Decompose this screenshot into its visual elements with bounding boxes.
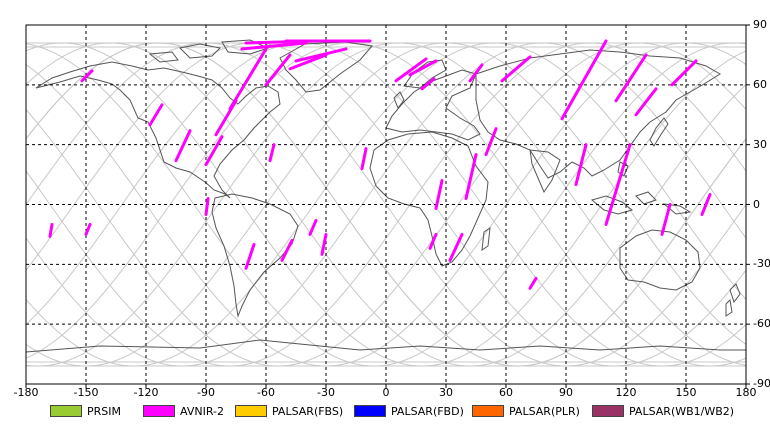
x-tick-label: 0 bbox=[382, 386, 390, 399]
observation-segment bbox=[500, 55, 532, 83]
sensor-legend: PRSIM AVNIR-2 PALSAR(FBS) PALSAR(FBD) PALSAR… bbox=[0, 401, 770, 421]
x-tick-label: -60 bbox=[257, 386, 275, 399]
observation-segment bbox=[614, 53, 648, 103]
x-tick-label: 180 bbox=[735, 386, 757, 399]
legend-swatch bbox=[592, 405, 624, 417]
world-map bbox=[25, 24, 750, 388]
y-tick-label: 0 bbox=[753, 197, 760, 211]
observation-segment bbox=[268, 143, 276, 163]
observation-segment bbox=[204, 197, 210, 216]
observation-segment bbox=[700, 193, 712, 216]
observation-segment bbox=[560, 39, 608, 121]
observation-segment bbox=[428, 232, 438, 250]
x-tick-label: -120 bbox=[133, 386, 159, 399]
avnir2-observation-segments bbox=[48, 39, 712, 290]
observation-segment bbox=[80, 69, 94, 83]
observation-segment bbox=[240, 41, 308, 51]
legend-label: AVNIR-2 bbox=[180, 404, 224, 418]
observation-segment bbox=[448, 232, 464, 262]
legend-swatch bbox=[50, 405, 82, 417]
legend-swatch bbox=[472, 405, 504, 417]
x-tick-label: -180 bbox=[13, 386, 39, 399]
observation-segment bbox=[434, 179, 444, 210]
observation-segment bbox=[394, 57, 428, 83]
observation-segment bbox=[280, 238, 294, 262]
observation-segment bbox=[670, 59, 698, 87]
y-tick-label: 90 bbox=[753, 18, 767, 31]
x-tick-label: -150 bbox=[73, 386, 99, 399]
x-tick-label: 150 bbox=[675, 386, 697, 399]
observation-segment bbox=[528, 276, 538, 290]
x-tick-label: -30 bbox=[317, 386, 335, 399]
observation-segment bbox=[320, 232, 328, 256]
legend-item: PALSAR(FBD) bbox=[354, 404, 464, 418]
observation-segment bbox=[420, 77, 436, 91]
observation-segment bbox=[574, 143, 588, 187]
legend-item: PRSIM bbox=[50, 404, 121, 418]
observation-segment bbox=[48, 222, 54, 238]
x-tick-label: 90 bbox=[559, 386, 573, 399]
y-tick-label: -60 bbox=[753, 317, 770, 331]
x-tick-label: -90 bbox=[197, 386, 215, 399]
legend-item: AVNIR-2 bbox=[143, 404, 224, 418]
legend-swatch bbox=[235, 405, 267, 417]
observation-segment bbox=[660, 203, 672, 236]
legend-label: PALSAR(FBD) bbox=[391, 404, 464, 418]
observation-segment bbox=[634, 87, 658, 117]
observation-segment bbox=[148, 103, 164, 127]
y-tick-label: -90 bbox=[753, 377, 770, 390]
legend-label: PRSIM bbox=[87, 404, 121, 418]
x-tick-label: 60 bbox=[499, 386, 513, 399]
legend-swatch bbox=[354, 405, 386, 417]
observation-segment bbox=[464, 153, 478, 201]
legend-item: PALSAR(WB1/WB2) bbox=[592, 404, 734, 418]
observation-segment bbox=[288, 53, 328, 71]
legend-item: PALSAR(PLR) bbox=[472, 404, 580, 418]
legend-swatch bbox=[143, 405, 175, 417]
observation-segment bbox=[484, 127, 498, 157]
legend-label: PALSAR(FBS) bbox=[272, 404, 344, 418]
legend-label: PALSAR(WB1/WB2) bbox=[629, 404, 735, 418]
y-tick-label: -30 bbox=[753, 257, 770, 271]
observation-segment bbox=[84, 222, 92, 236]
observation-segment bbox=[360, 147, 368, 171]
observation-segment bbox=[174, 129, 192, 163]
observation-segment bbox=[408, 59, 438, 77]
observation-segment bbox=[468, 63, 484, 83]
y-tick-label: 60 bbox=[753, 77, 767, 91]
observation-segment bbox=[204, 135, 224, 167]
legend-label: PALSAR(PLR) bbox=[509, 404, 580, 418]
y-tick-label: 30 bbox=[753, 137, 767, 151]
observation-segment bbox=[308, 218, 318, 236]
observation-segment bbox=[264, 53, 292, 87]
observation-segment bbox=[228, 47, 268, 111]
tick-marks bbox=[25, 24, 750, 388]
observation-segment bbox=[244, 242, 256, 270]
observation-segment bbox=[294, 47, 348, 63]
x-tick-label: 120 bbox=[615, 386, 637, 399]
x-tick-label: 30 bbox=[439, 386, 453, 399]
observation-segment bbox=[214, 99, 238, 137]
observation-segment bbox=[604, 143, 632, 226]
legend-item: PALSAR(FBS) bbox=[235, 404, 343, 418]
